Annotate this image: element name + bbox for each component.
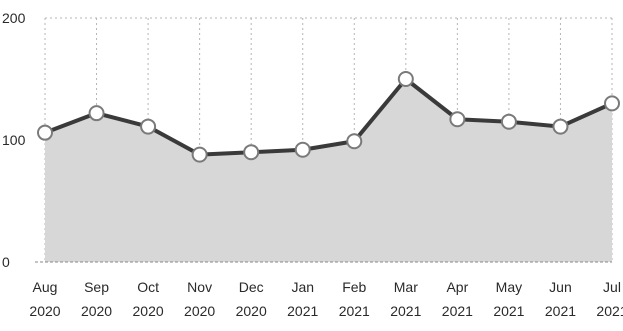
x-tick-year: 2021 [596, 303, 623, 319]
x-tick-label: Oct 2020 [133, 279, 164, 319]
x-tick-label: Dec 2020 [236, 279, 267, 319]
x-tick-month: Jan [291, 279, 314, 295]
x-tick-label: Mar 2021 [390, 279, 421, 319]
x-tick-month: May [496, 279, 522, 295]
x-tick-month: Oct [137, 279, 159, 295]
data-point [449, 111, 466, 128]
data-point [397, 71, 414, 87]
data-point [243, 144, 260, 161]
x-tick-month: Apr [446, 279, 468, 295]
x-tick-month: Sep [84, 279, 109, 295]
x-tick-month: Jul [603, 279, 621, 295]
data-point [604, 95, 620, 112]
x-tick-year: 2020 [29, 303, 60, 319]
y-tick-label: 0 [2, 254, 10, 270]
x-tick-label: Sep 2020 [81, 279, 112, 319]
x-tick-year: 2021 [390, 303, 421, 319]
x-tick-year: 2020 [236, 303, 267, 319]
x-tick-month: Feb [342, 279, 366, 295]
x-tick-label: Apr 2021 [442, 279, 473, 319]
y-tick-label: 100 [2, 132, 26, 148]
x-tick-year: 2020 [184, 303, 215, 319]
data-point [346, 133, 363, 150]
x-tick-month: Nov [187, 279, 212, 295]
x-tick-label: Jan 2021 [287, 279, 318, 319]
data-point [552, 118, 569, 135]
x-tick-month: Mar [394, 279, 418, 295]
x-tick-label: Nov 2020 [184, 279, 215, 319]
x-tick-label: Aug 2020 [29, 279, 60, 319]
x-tick-year: 2021 [442, 303, 473, 319]
x-tick-year: 2021 [339, 303, 370, 319]
x-tick-month: Aug [33, 279, 58, 295]
data-point [140, 118, 157, 135]
data-point [37, 124, 53, 141]
data-point [294, 141, 311, 158]
x-tick-label: Feb 2021 [339, 279, 370, 319]
x-tick-label: May 2021 [493, 279, 524, 319]
x-tick-month: Jun [549, 279, 572, 295]
x-tick-year: 2020 [133, 303, 164, 319]
data-point [500, 113, 517, 130]
y-tick-label: 200 [2, 10, 26, 26]
x-tick-month: Dec [239, 279, 264, 295]
x-tick-label: Jun 2021 [545, 279, 576, 319]
x-tick-year: 2021 [493, 303, 524, 319]
x-tick-label: Jul 2021 [596, 279, 623, 319]
data-point [88, 105, 105, 122]
x-tick-year: 2021 [545, 303, 576, 319]
data-point [191, 146, 208, 163]
x-tick-year: 2021 [287, 303, 318, 319]
x-tick-year: 2020 [81, 303, 112, 319]
area-fill [45, 79, 612, 262]
series-line [43, 77, 614, 157]
